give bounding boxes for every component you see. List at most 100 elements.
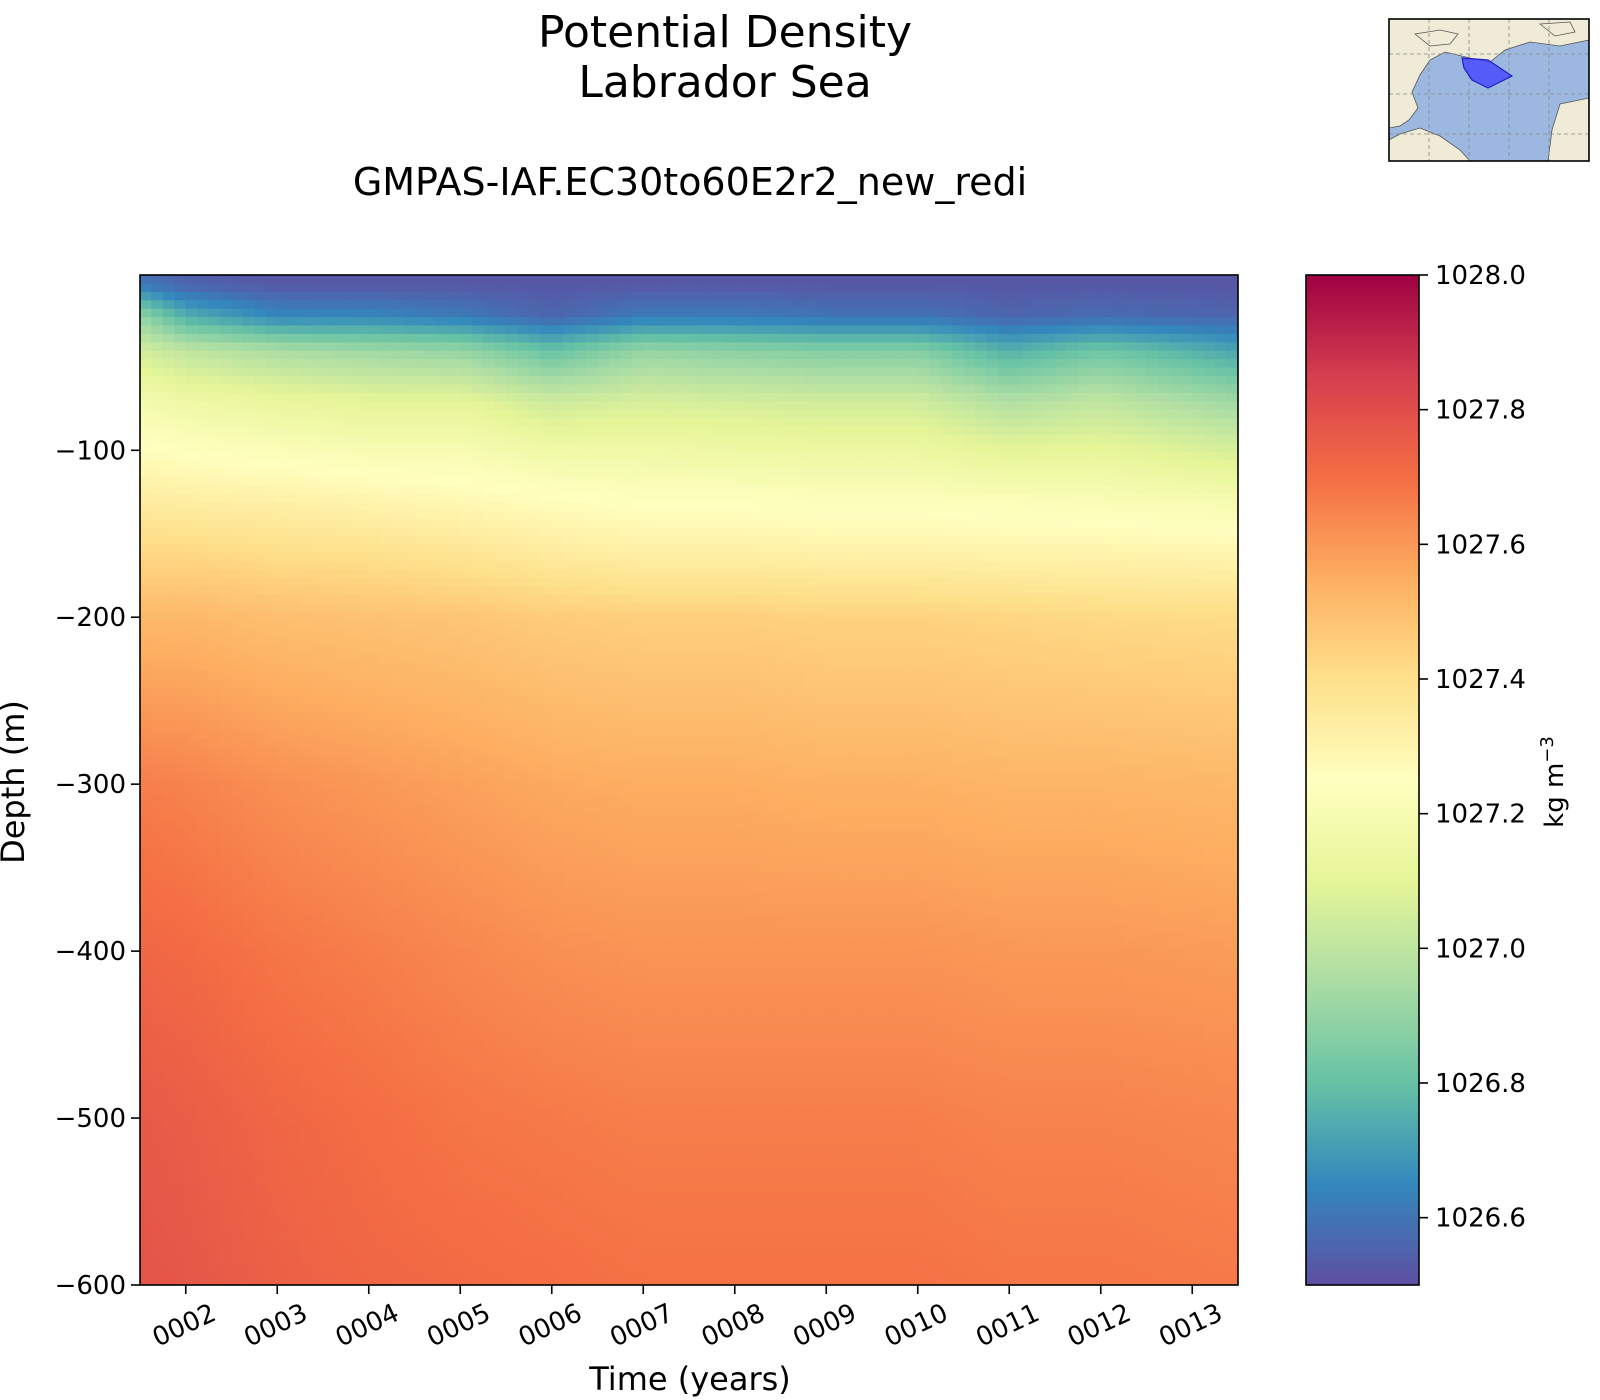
- heatmap-cell: [563, 1150, 576, 1160]
- heatmap-cell: [288, 451, 301, 461]
- heatmap-cell: [380, 603, 393, 613]
- heatmap-cell: [437, 1083, 450, 1093]
- heatmap-cell: [471, 569, 484, 579]
- heatmap-cell: [494, 931, 507, 941]
- heatmap-cell: [586, 384, 599, 394]
- heatmap-cell: [425, 822, 438, 832]
- heatmap-cell: [345, 931, 358, 941]
- heatmap-cell: [300, 998, 313, 1008]
- heatmap-cell: [197, 611, 210, 621]
- heatmap-cell: [197, 1276, 210, 1285]
- heatmap-cell: [471, 956, 484, 966]
- heatmap-cell: [494, 561, 507, 571]
- heatmap-cell: [220, 788, 233, 798]
- heatmap-cell: [574, 1276, 587, 1285]
- heatmap-cell: [208, 325, 221, 335]
- heatmap-cell: [414, 864, 427, 874]
- heatmap-cell: [437, 670, 450, 680]
- heatmap-cell: [174, 1234, 187, 1244]
- heatmap-cell: [563, 729, 576, 739]
- heatmap-cell: [140, 1251, 153, 1261]
- heatmap-cell: [471, 561, 484, 571]
- heatmap-cell: [551, 687, 564, 697]
- heatmap-cell: [300, 317, 313, 327]
- heatmap-cell: [506, 737, 519, 747]
- heatmap-cell: [403, 1268, 416, 1278]
- heatmap-cell: [231, 746, 244, 756]
- heatmap-cell: [368, 679, 381, 689]
- heatmap-cell: [231, 603, 244, 613]
- heatmap-cell: [414, 477, 427, 487]
- heatmap-cell: [197, 923, 210, 933]
- heatmap-cell: [345, 923, 358, 933]
- heatmap-cell: [506, 502, 519, 512]
- heatmap-cell: [608, 468, 621, 478]
- heatmap-cell: [403, 1108, 416, 1118]
- heatmap-cell: [494, 578, 507, 588]
- heatmap-cell: [311, 620, 324, 630]
- heatmap-cell: [265, 864, 278, 874]
- heatmap-cell: [437, 889, 450, 899]
- heatmap-cell: [151, 788, 164, 798]
- heatmap-cell: [151, 729, 164, 739]
- heatmap-cell: [494, 990, 507, 1000]
- heatmap-cell: [185, 695, 198, 705]
- heatmap-cell: [265, 998, 278, 1008]
- heatmap-cell: [345, 535, 358, 545]
- heatmap-cell: [540, 645, 553, 655]
- heatmap-cell: [197, 510, 210, 520]
- heatmap-cell: [391, 611, 404, 621]
- heatmap-cell: [368, 813, 381, 823]
- heatmap-cell: [608, 662, 621, 672]
- heatmap-cell: [483, 409, 496, 419]
- heatmap-cell: [574, 384, 587, 394]
- heatmap-cell: [563, 477, 576, 487]
- heatmap-cell: [277, 965, 290, 975]
- heatmap-cell: [197, 670, 210, 680]
- heatmap-cell: [220, 653, 233, 663]
- heatmap-cell: [414, 998, 427, 1008]
- heatmap-cell: [551, 704, 564, 714]
- heatmap-cell: [220, 291, 233, 301]
- heatmap-cell: [494, 1125, 507, 1135]
- heatmap-cell: [528, 746, 541, 756]
- heatmap-cell: [425, 948, 438, 958]
- heatmap-cell: [254, 443, 267, 453]
- heatmap-cell: [528, 1200, 541, 1210]
- heatmap-cell: [231, 1167, 244, 1177]
- heatmap-cell: [357, 409, 370, 419]
- heatmap-cell: [208, 1066, 221, 1076]
- heatmap-cell: [151, 620, 164, 630]
- heatmap-cell: [174, 333, 187, 343]
- heatmap-cell: [471, 704, 484, 714]
- heatmap-cell: [448, 1024, 461, 1034]
- heatmap-cell: [574, 1192, 587, 1202]
- heatmap-cell: [597, 434, 610, 444]
- heatmap-cell: [517, 1015, 530, 1025]
- heatmap-cell: [528, 754, 541, 764]
- heatmap-cell: [494, 771, 507, 781]
- heatmap-cell: [597, 645, 610, 655]
- heatmap-cell: [174, 679, 187, 689]
- heatmap-cell: [185, 535, 198, 545]
- heatmap-cell: [437, 628, 450, 638]
- heatmap-cell: [460, 620, 473, 630]
- heatmap-cell: [220, 300, 233, 310]
- heatmap-cell: [197, 1259, 210, 1269]
- heatmap-cell: [162, 1125, 175, 1135]
- heatmap-cell: [540, 822, 553, 832]
- heatmap-cell: [162, 973, 175, 983]
- heatmap-cell: [403, 780, 416, 790]
- heatmap-cell: [300, 948, 313, 958]
- heatmap-cell: [277, 1251, 290, 1261]
- heatmap-cell: [540, 359, 553, 369]
- heatmap-cell: [162, 998, 175, 1008]
- heatmap-cell: [197, 561, 210, 571]
- heatmap-cell: [425, 317, 438, 327]
- heatmap-cell: [265, 872, 278, 882]
- heatmap-cell: [334, 586, 347, 596]
- heatmap-cell: [151, 578, 164, 588]
- heatmap-cell: [403, 291, 416, 301]
- heatmap-cell: [254, 662, 267, 672]
- heatmap-cell: [140, 1125, 153, 1135]
